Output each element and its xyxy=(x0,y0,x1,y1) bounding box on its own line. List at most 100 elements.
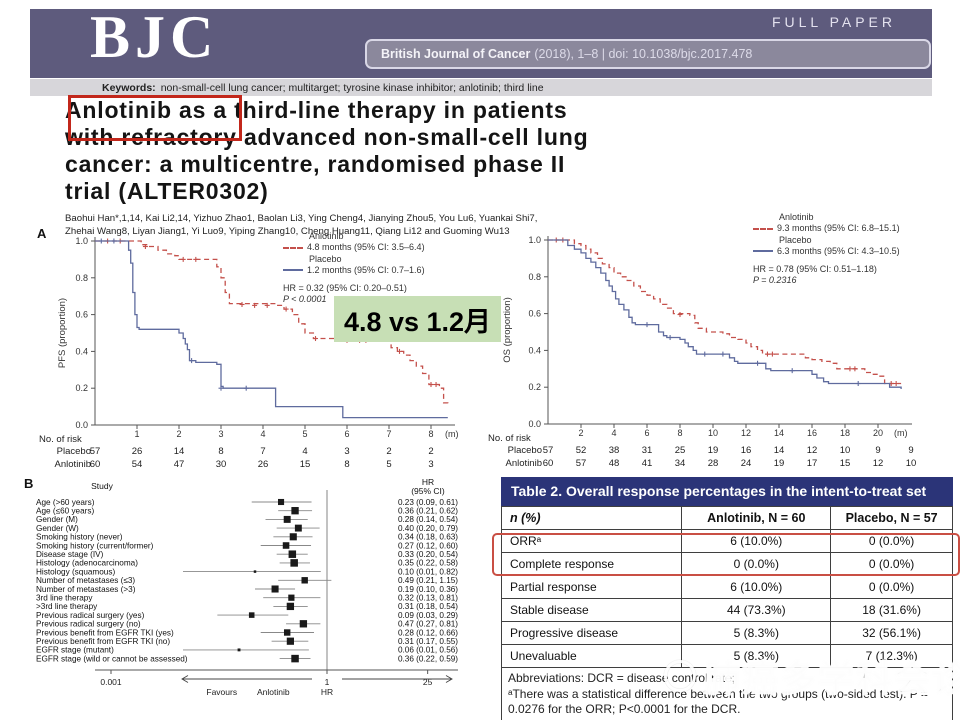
svg-text:0.32 (0.13, 0.81): 0.32 (0.13, 0.81) xyxy=(398,594,458,603)
keywords-text: non-small-cell lung cancer; multitarget;… xyxy=(160,81,544,94)
svg-text:7: 7 xyxy=(260,446,265,457)
svg-text:0.28 (0.12, 0.66): 0.28 (0.12, 0.66) xyxy=(398,628,458,637)
pfs-km-chart: 0.0 0.2 0.4 0.6 0.8 1.0 1 2 3 4 5 6 7 8 (m) PFS (propor… xyxy=(25,225,475,475)
svg-text:No. of risk: No. of risk xyxy=(488,433,531,444)
svg-text:Previous benefit from EGFR TKI: Previous benefit from EGFR TKI (no) xyxy=(36,637,170,646)
svg-text:9: 9 xyxy=(908,445,913,456)
svg-text:Previous radical surgery (yes): Previous radical surgery (yes) xyxy=(36,611,145,620)
highlight-box-anlotinib xyxy=(68,95,242,141)
svg-text:3: 3 xyxy=(344,446,349,457)
svg-text:0.49 (0.21, 1.15): 0.49 (0.21, 1.15) xyxy=(398,576,458,585)
svg-text:1: 1 xyxy=(134,429,139,439)
svg-text:14: 14 xyxy=(174,446,185,457)
svg-text:Histology (adenocarcinoma): Histology (adenocarcinoma) xyxy=(36,559,138,568)
svg-text:0.0: 0.0 xyxy=(75,420,88,430)
svg-text:OS (proportion): OS (proportion) xyxy=(502,297,513,362)
svg-text:10: 10 xyxy=(708,428,718,438)
svg-text:3: 3 xyxy=(428,459,433,470)
svg-text:6: 6 xyxy=(344,429,349,439)
svg-text:25: 25 xyxy=(423,677,433,687)
svg-text:16: 16 xyxy=(741,445,752,456)
svg-text:14: 14 xyxy=(774,428,784,438)
svg-text:0.27 (0.12, 0.60): 0.27 (0.12, 0.60) xyxy=(398,541,458,550)
svg-text:24: 24 xyxy=(741,458,752,469)
svg-text:2: 2 xyxy=(176,429,181,439)
svg-text:8: 8 xyxy=(344,459,349,470)
table-row: Complete response 0 (0.0%) 0 (0.0%) xyxy=(500,552,953,577)
keywords-label: Keywords: xyxy=(102,81,156,94)
svg-text:0.4: 0.4 xyxy=(75,346,88,356)
legend-series-name: Anlotinib xyxy=(779,212,814,222)
footnote-line: ᵃThere was a statistical difference betw… xyxy=(508,686,928,717)
svg-text:18: 18 xyxy=(840,428,850,438)
table-cell: Partial response xyxy=(500,575,683,600)
highlight-box-orr-row xyxy=(492,533,960,576)
svg-text:Previous radical surgery (no): Previous radical surgery (no) xyxy=(36,620,141,629)
svg-text:0.19 (0.10, 0.36): 0.19 (0.10, 0.36) xyxy=(398,585,458,594)
svg-text:(m): (m) xyxy=(445,429,459,439)
hr-stat: HR = 0.32 (95% CI: 0.20–0.51) xyxy=(283,283,407,293)
table-cell: 7 (12.3%) xyxy=(830,644,953,669)
svg-text:57: 57 xyxy=(576,458,587,469)
svg-text:10: 10 xyxy=(840,445,851,456)
svg-text:(m): (m) xyxy=(894,428,908,438)
anlotinib-dash-swatch xyxy=(283,246,303,249)
svg-text:1: 1 xyxy=(325,677,330,687)
svg-text:34: 34 xyxy=(675,458,686,469)
anlotinib-dash-swatch xyxy=(753,227,773,230)
svg-text:Age (≤60 years): Age (≤60 years) xyxy=(36,507,94,516)
svg-text:3rd line therapy: 3rd line therapy xyxy=(36,594,93,603)
column-header: Placebo, N = 57 xyxy=(830,506,953,531)
table-cell: 0 (0.0%) xyxy=(830,575,953,600)
svg-text:Study: Study xyxy=(91,481,113,491)
svg-text:0.4: 0.4 xyxy=(528,345,541,355)
p-value: P < 0.0001 xyxy=(283,294,327,305)
svg-text:Gender (W): Gender (W) xyxy=(36,524,79,533)
svg-text:No. of risk: No. of risk xyxy=(39,434,82,445)
svg-text:HR: HR xyxy=(422,477,434,487)
svg-text:0.33 (0.20, 0.54): 0.33 (0.20, 0.54) xyxy=(398,550,458,559)
svg-text:Number of metastases (≤3): Number of metastases (≤3) xyxy=(36,576,135,585)
svg-text:26: 26 xyxy=(132,446,143,457)
hr-stat: HR = 0.78 (95% CI: 0.51–1.18) xyxy=(753,264,877,274)
table-cell: 44 (73.3%) xyxy=(681,598,832,623)
table-cell: Unevaluable xyxy=(500,644,683,669)
svg-text:0.001: 0.001 xyxy=(100,677,122,687)
citation-text: (2018), 1–8 | doi: 10.1038/bjc.2017.478 xyxy=(534,47,753,61)
svg-text:Anlotinib: Anlotinib xyxy=(55,459,91,470)
bjc-logo: BJC xyxy=(90,4,219,70)
svg-text:31: 31 xyxy=(642,445,653,456)
svg-text:2: 2 xyxy=(428,446,433,457)
table-cell: Progressive disease xyxy=(500,621,683,646)
svg-text:8: 8 xyxy=(428,429,433,439)
svg-text:0.6: 0.6 xyxy=(75,310,88,320)
svg-text:Disease stage (IV): Disease stage (IV) xyxy=(36,550,104,559)
svg-text:12: 12 xyxy=(741,428,751,438)
svg-text:0.2: 0.2 xyxy=(528,382,541,392)
svg-text:3: 3 xyxy=(218,429,223,439)
svg-text:0.28 (0.14, 0.54): 0.28 (0.14, 0.54) xyxy=(398,515,458,524)
table-header-row: n (%) Anlotinib, N = 60 Placebo, N = 57 xyxy=(500,506,953,531)
pfs-legend: Anlotinib 4.8 months (95% CI: 3.5–6.4) P… xyxy=(283,231,425,306)
column-header: Anlotinib, N = 60 xyxy=(681,506,832,531)
svg-text:Gender (M): Gender (M) xyxy=(36,515,78,524)
table-2: Table 2. Overall response percentages in… xyxy=(500,477,953,720)
svg-text:Previous benefit from EGFR TKI: Previous benefit from EGFR TKI (yes) xyxy=(36,628,174,637)
svg-text:5: 5 xyxy=(386,459,391,470)
page-title: Anlotinib as a third-line therapy in pat… xyxy=(65,97,589,204)
svg-text:Placebo: Placebo xyxy=(508,445,542,456)
table-cell: 0 (0.0%) xyxy=(681,552,832,577)
svg-text:EGFR stage (wild or cannot be: EGFR stage (wild or cannot be assessed) xyxy=(36,654,188,663)
legend-series-name: Placebo xyxy=(309,253,342,264)
svg-text:Favours Anlotinib: Favours Anlotinib xyxy=(206,687,289,697)
svg-text:1.0: 1.0 xyxy=(528,235,541,245)
svg-text:57: 57 xyxy=(90,446,101,457)
table-row: Partial response 6 (10.0%) 0 (0.0%) xyxy=(500,575,953,600)
svg-text:54: 54 xyxy=(132,459,143,470)
svg-text:25: 25 xyxy=(675,445,686,456)
svg-text:Age (>60 years): Age (>60 years) xyxy=(36,498,95,507)
svg-text:41: 41 xyxy=(642,458,653,469)
svg-text:0.40 (0.20, 0.79): 0.40 (0.20, 0.79) xyxy=(398,524,458,533)
svg-text:8: 8 xyxy=(677,428,682,438)
